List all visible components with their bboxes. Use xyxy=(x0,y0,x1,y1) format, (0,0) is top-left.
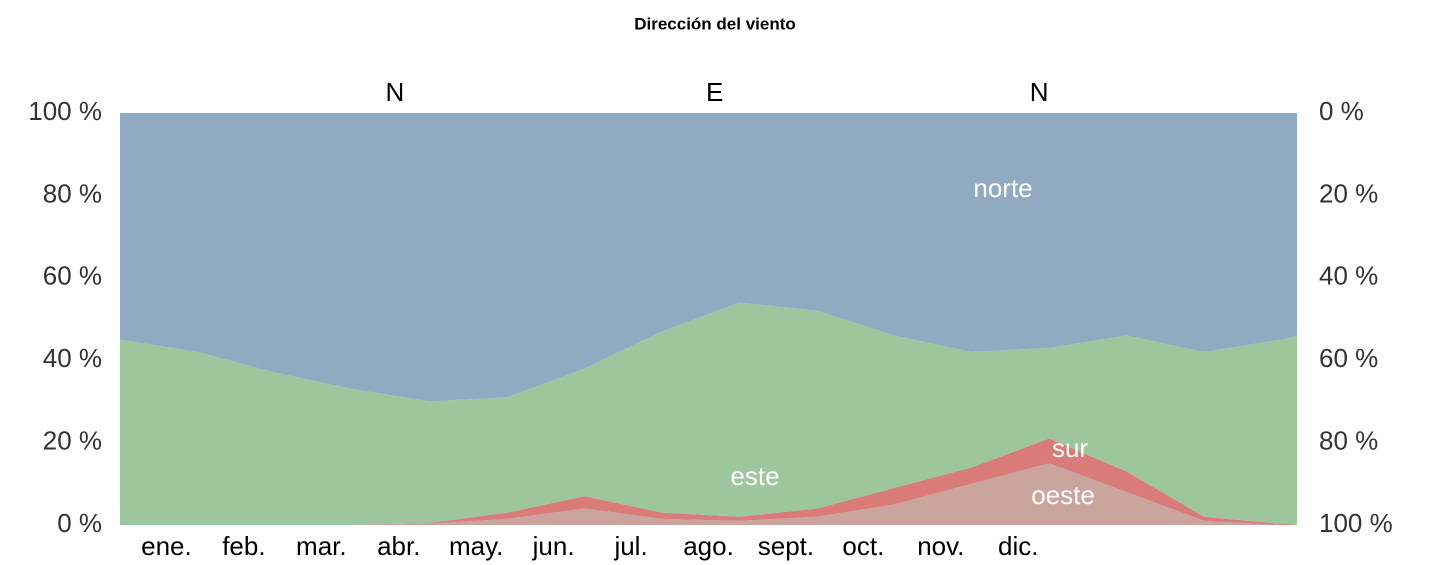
y-tick-label: 100 % xyxy=(28,96,102,126)
area xyxy=(120,113,1297,402)
area xyxy=(120,438,1297,525)
series-label: sur xyxy=(1052,433,1088,463)
y2-tick-label: 80 % xyxy=(1319,425,1378,455)
x-tick-label: jun. xyxy=(532,531,575,561)
y2-tick-label: 20 % xyxy=(1319,178,1378,208)
y-tick-label: 40 % xyxy=(43,343,102,373)
y2-tick-label: 100 % xyxy=(1319,508,1393,538)
series-label: norte xyxy=(973,173,1032,203)
x-tick-label: sept. xyxy=(758,531,814,561)
area xyxy=(120,463,1297,525)
chart-title: Dirección del viento xyxy=(634,14,796,33)
direction-label: N xyxy=(386,77,405,107)
y-tick-label: 80 % xyxy=(43,178,102,208)
y2-tick-label: 0 % xyxy=(1319,96,1364,126)
series-label: este xyxy=(730,461,779,491)
x-tick-label: mar. xyxy=(296,531,347,561)
x-tick-label: jul. xyxy=(613,531,647,561)
y-tick-label: 0 % xyxy=(57,508,102,538)
y2-tick-label: 60 % xyxy=(1319,343,1378,373)
y-tick-label: 20 % xyxy=(43,425,102,455)
x-tick-label: ago. xyxy=(683,531,734,561)
x-tick-label: oct. xyxy=(842,531,884,561)
x-tick-label: nov. xyxy=(917,531,964,561)
series-label: oeste xyxy=(1031,480,1095,510)
direction-label: N xyxy=(1030,77,1049,107)
x-tick-label: feb. xyxy=(222,531,265,561)
y2-tick-label: 40 % xyxy=(1319,261,1378,291)
direction-label: E xyxy=(706,77,723,107)
area xyxy=(120,302,1297,525)
x-tick-label: dic. xyxy=(998,531,1038,561)
x-tick-label: ene. xyxy=(141,531,192,561)
y-tick-label: 60 % xyxy=(43,261,102,291)
x-tick-label: abr. xyxy=(377,531,420,561)
x-tick-label: may. xyxy=(449,531,503,561)
